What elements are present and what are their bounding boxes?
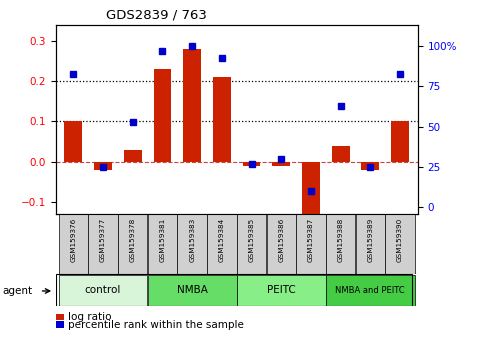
Text: GSM159381: GSM159381 <box>159 218 166 262</box>
Bar <box>58 214 88 274</box>
Bar <box>64 121 82 162</box>
Bar <box>118 214 147 274</box>
Text: agent: agent <box>2 286 32 296</box>
Text: GSM159390: GSM159390 <box>397 218 403 262</box>
Text: percentile rank within the sample: percentile rank within the sample <box>68 320 243 330</box>
Text: GSM159386: GSM159386 <box>278 218 284 262</box>
Bar <box>296 214 326 274</box>
Bar <box>183 49 201 162</box>
Bar <box>302 162 320 214</box>
Bar <box>207 214 237 274</box>
Text: GSM159384: GSM159384 <box>219 218 225 262</box>
Bar <box>326 275 415 306</box>
Text: control: control <box>85 285 121 295</box>
Bar <box>391 121 409 162</box>
Bar <box>237 275 326 306</box>
Text: GSM159376: GSM159376 <box>71 218 76 262</box>
Text: GSM159388: GSM159388 <box>338 218 343 262</box>
Text: GSM159385: GSM159385 <box>249 218 255 262</box>
Bar <box>385 214 415 274</box>
Bar <box>355 214 385 274</box>
Bar <box>88 214 118 274</box>
Bar <box>213 77 231 162</box>
Bar <box>361 162 379 170</box>
Bar <box>267 214 296 274</box>
Bar <box>148 214 177 274</box>
Text: NMBA: NMBA <box>177 285 208 295</box>
Text: log ratio: log ratio <box>68 312 111 322</box>
Text: GSM159389: GSM159389 <box>367 218 373 262</box>
Bar <box>148 275 237 306</box>
Bar <box>58 275 147 306</box>
Bar <box>154 69 171 162</box>
Text: NMBA and PEITC: NMBA and PEITC <box>336 286 405 295</box>
Text: GDS2839 / 763: GDS2839 / 763 <box>106 9 207 22</box>
Bar <box>332 145 350 162</box>
Bar <box>272 162 290 166</box>
Bar <box>124 150 142 162</box>
Text: GSM159377: GSM159377 <box>100 218 106 262</box>
Text: GSM159383: GSM159383 <box>189 218 195 262</box>
Bar <box>242 162 260 166</box>
Bar <box>326 214 355 274</box>
Bar <box>237 214 266 274</box>
Text: GSM159378: GSM159378 <box>130 218 136 262</box>
Bar <box>94 162 112 170</box>
Text: PEITC: PEITC <box>267 285 296 295</box>
Bar <box>177 214 207 274</box>
Text: GSM159387: GSM159387 <box>308 218 314 262</box>
